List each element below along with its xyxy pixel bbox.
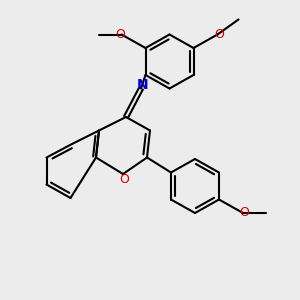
Text: O: O xyxy=(120,173,129,186)
Text: N: N xyxy=(137,78,148,92)
Text: O: O xyxy=(240,206,249,220)
Text: O: O xyxy=(214,28,224,41)
Text: O: O xyxy=(115,28,125,41)
